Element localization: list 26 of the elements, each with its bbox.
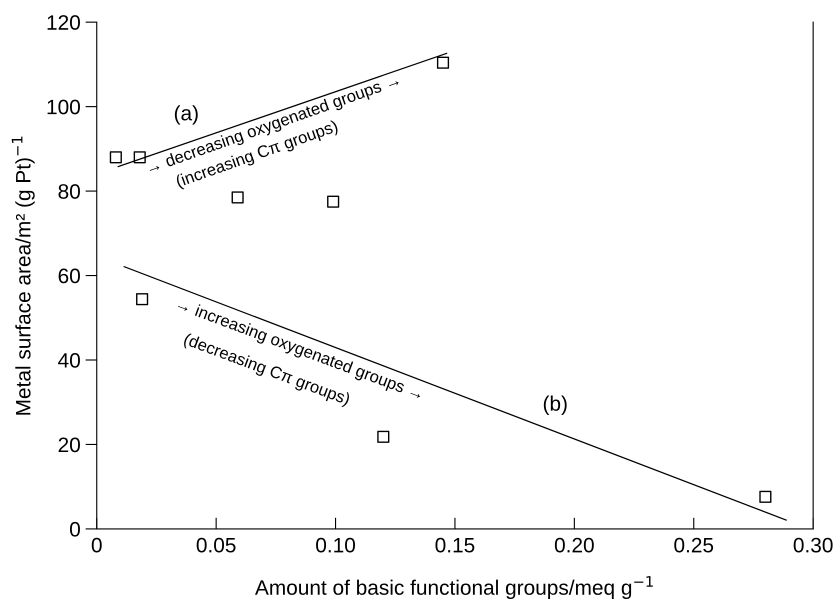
annotation: (b)	[544, 396, 567, 415]
point	[327, 196, 340, 208]
point	[759, 490, 772, 503]
point	[436, 56, 450, 69]
y-tick-label: 80	[58, 184, 80, 199]
x-tick-label: 0.05	[196, 538, 236, 553]
x-axis-title: Amount of basic functional groups/meq g$^{−1}$	[254, 576, 653, 599]
y-tick-label: 20	[58, 437, 80, 452]
x-tick-label: 0.30	[794, 538, 833, 553]
y-tick-label: 40	[58, 353, 80, 368]
y-axis-title: Metal surface area/m² (g Pt)$^{−1}$	[12, 136, 35, 415]
point	[134, 151, 146, 164]
x-tick-label: 0	[92, 538, 102, 553]
point	[377, 430, 390, 443]
point	[110, 151, 122, 164]
point	[232, 191, 244, 204]
y-tick-label: 120	[48, 15, 80, 30]
x-tick-label: 0.25	[674, 538, 714, 553]
y-tick-label: 100	[48, 100, 80, 114]
x-tick-label: 0.15	[435, 538, 474, 553]
point	[136, 293, 148, 306]
x-tick-label: 0.20	[554, 538, 594, 553]
y-tick-label: 0	[70, 522, 80, 537]
annotation: (a)	[174, 105, 198, 125]
x-tick-label: 0.10	[316, 538, 356, 553]
y-tick-label: 60	[58, 268, 80, 284]
